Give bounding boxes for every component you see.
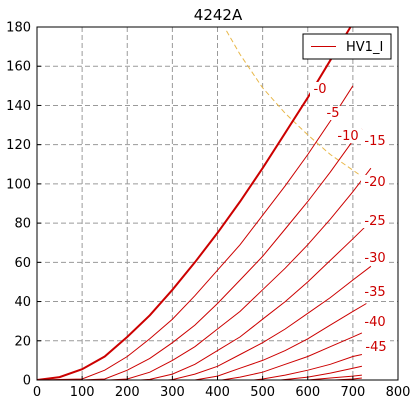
curve-label-bg — [361, 175, 389, 189]
grid-voltage-curve — [167, 265, 372, 380]
y-tick-label: 120 — [6, 138, 31, 153]
curve-label: -5 — [327, 106, 340, 121]
x-tick-label: 700 — [340, 385, 365, 400]
curve-label-bg — [334, 129, 362, 143]
curve-label: -40 — [364, 315, 385, 330]
y-tick-label: 20 — [14, 334, 31, 349]
x-tick-label: 800 — [386, 385, 411, 400]
y-tick-label: 100 — [6, 177, 31, 192]
grid-voltage-curve — [307, 374, 362, 380]
curve-label: -20 — [364, 175, 385, 190]
curve-label-bg — [361, 285, 389, 299]
curve-label-bg — [310, 82, 330, 96]
grid-voltage-curve — [194, 303, 367, 380]
y-tick-label: 140 — [6, 99, 31, 114]
x-tick-label: 400 — [205, 385, 230, 400]
y-tick-label: 60 — [14, 256, 31, 271]
legend-entry: HV1_I — [346, 40, 383, 55]
y-tick-label: 0 — [23, 374, 31, 389]
curve-label: -45 — [365, 340, 386, 355]
grid-voltage-curve — [37, 85, 354, 380]
legend: HV1_I — [302, 33, 392, 60]
plot-curves — [37, 27, 376, 380]
curve-label-bg — [323, 106, 343, 120]
curve-label-bg — [361, 214, 389, 228]
y-tick-label: 180 — [6, 21, 31, 36]
y-tick-label: 40 — [14, 295, 31, 310]
grid-voltage-curve — [82, 128, 363, 380]
curve-label-bg — [362, 340, 390, 354]
curve-labels: -0-5 -10 -15 -20 -25 -30 -35 -40 -45 — [310, 82, 390, 355]
chart-title: 4242A — [194, 6, 243, 24]
x-tick-label: 200 — [115, 385, 140, 400]
curve-label: -15 — [364, 134, 385, 149]
curve-label-bg — [361, 251, 389, 265]
x-tick-label: 100 — [70, 385, 95, 400]
grid-voltage-curve — [221, 332, 363, 380]
curve-label: -35 — [364, 285, 385, 300]
y-tick-label: 80 — [14, 217, 31, 232]
curve-label: -25 — [364, 214, 385, 229]
grid-voltage-curve — [37, 27, 352, 380]
grid — [37, 27, 398, 380]
x-tick-label: 600 — [295, 385, 320, 400]
y-tick-label: 160 — [6, 60, 31, 75]
grid-voltage-curve — [140, 220, 372, 380]
dissipation-curve — [226, 30, 376, 187]
x-tick-label: 500 — [250, 385, 275, 400]
curve-label: -30 — [364, 251, 385, 266]
curve-label-bg — [361, 134, 389, 148]
curve-label: -0 — [314, 82, 327, 97]
x-tick-label: 0 — [33, 385, 41, 400]
curve-label: -10 — [337, 129, 358, 144]
curve-label-bg — [361, 315, 389, 329]
axis-ticks: 0 100 200 300 400 500 600 700 800 0 20 40 60 80 100 120… — [6, 21, 410, 401]
grid-voltage-curve — [109, 167, 372, 380]
x-tick-label: 300 — [160, 385, 185, 400]
grid-voltage-curve — [280, 365, 363, 380]
